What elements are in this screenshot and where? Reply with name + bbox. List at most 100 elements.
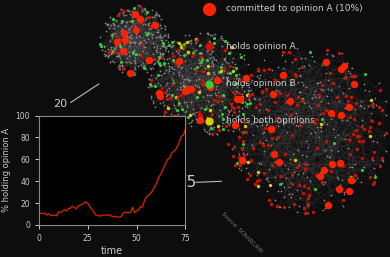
Point [329, 163, 335, 167]
Point [245, 171, 251, 175]
Point [241, 100, 248, 104]
Point [354, 134, 360, 139]
Point [163, 38, 169, 42]
Point [142, 8, 148, 12]
Point [160, 51, 167, 55]
Point [108, 47, 114, 51]
Point [377, 164, 383, 168]
Point [204, 45, 210, 49]
Point [188, 120, 194, 124]
Point [161, 113, 167, 117]
Point [369, 102, 376, 106]
Point [184, 115, 191, 120]
Point [240, 130, 246, 134]
Point [157, 46, 163, 50]
Point [236, 163, 243, 167]
Point [347, 107, 353, 111]
Point [101, 44, 107, 48]
Point [301, 64, 307, 68]
Point [123, 60, 129, 65]
Point [103, 53, 109, 57]
Point [138, 62, 144, 67]
Point [370, 105, 376, 109]
Point [209, 75, 215, 79]
Point [327, 71, 333, 75]
Point [371, 96, 378, 100]
Point [177, 93, 184, 97]
Point [150, 52, 156, 57]
Point [245, 75, 251, 79]
Point [314, 146, 320, 150]
Point [102, 53, 108, 58]
Point [117, 7, 124, 11]
Point [203, 104, 209, 108]
Point [171, 39, 177, 43]
Point [197, 113, 204, 117]
Point [231, 145, 238, 149]
Point [140, 61, 147, 65]
Point [164, 44, 170, 48]
Point [277, 81, 284, 85]
Point [303, 139, 309, 143]
Point [341, 192, 347, 196]
Point [197, 43, 203, 47]
Point [289, 182, 295, 186]
Point [182, 86, 188, 90]
Point [156, 91, 162, 95]
Point [208, 93, 214, 97]
Point [371, 180, 377, 184]
Point [275, 65, 281, 69]
Point [202, 107, 208, 111]
Point [216, 94, 222, 98]
Point [200, 82, 206, 86]
Point [311, 59, 317, 63]
Point [273, 204, 280, 208]
Point [255, 67, 261, 71]
Point [305, 104, 312, 108]
Point [220, 117, 226, 121]
Point [124, 56, 130, 60]
Point [263, 107, 269, 112]
Point [150, 66, 156, 70]
Point [168, 65, 174, 69]
Point [358, 104, 364, 108]
Point [155, 35, 161, 40]
Point [182, 85, 188, 89]
Point [249, 92, 255, 96]
Point [328, 148, 334, 152]
Point [305, 204, 311, 208]
Point [216, 128, 223, 132]
Point [267, 183, 273, 187]
Point [268, 142, 274, 146]
Point [261, 149, 267, 153]
Point [351, 180, 357, 184]
Point [165, 35, 172, 39]
Point [147, 82, 153, 86]
Point [144, 10, 151, 14]
Point [121, 67, 128, 71]
Point [109, 50, 115, 54]
Point [269, 136, 276, 140]
Point [225, 128, 231, 132]
Point [342, 75, 348, 79]
Point [136, 53, 142, 57]
Point [341, 63, 347, 68]
Point [127, 40, 133, 44]
Point [168, 112, 174, 116]
Point [145, 56, 152, 60]
Point [175, 103, 181, 107]
Point [165, 49, 171, 53]
Point [178, 114, 184, 118]
Point [166, 86, 172, 90]
Point [293, 111, 299, 115]
Point [145, 57, 151, 61]
Point [291, 202, 297, 206]
Point [137, 40, 144, 44]
Point [179, 46, 186, 50]
Point [248, 143, 255, 147]
Point [339, 118, 345, 123]
Point [161, 44, 167, 48]
Point [112, 47, 118, 51]
Point [348, 95, 354, 99]
Point [336, 99, 342, 103]
